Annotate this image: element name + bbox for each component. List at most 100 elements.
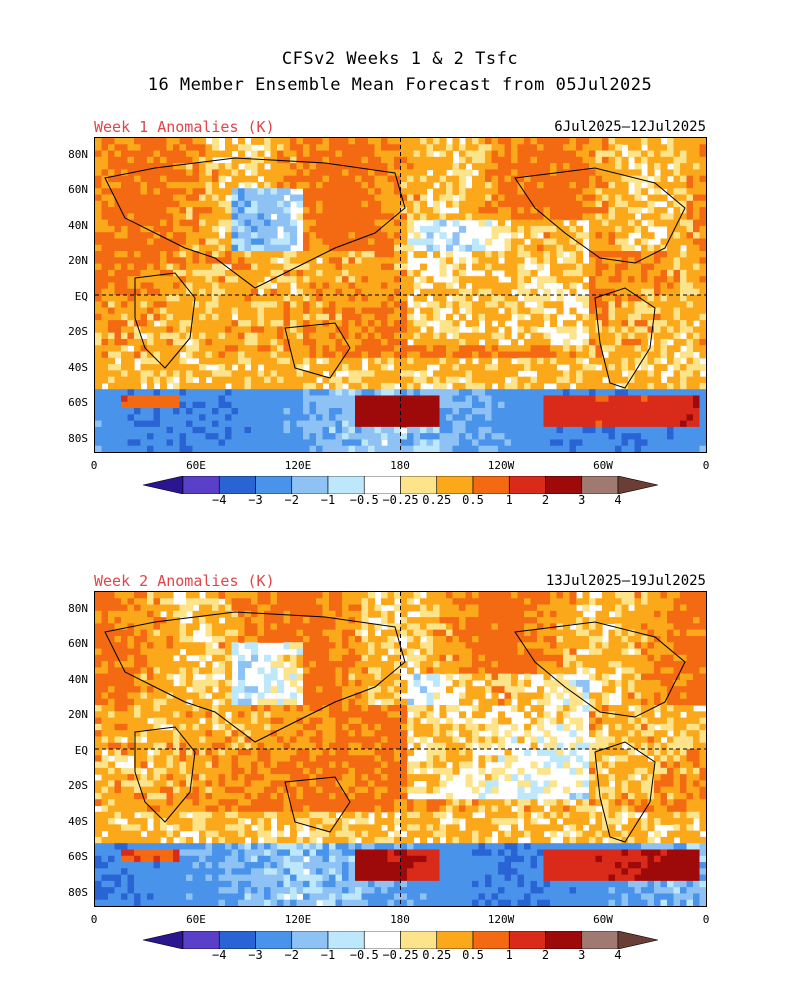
anomaly-cell [264,219,272,227]
anomaly-cell [647,623,655,631]
anomaly-cell [420,351,428,359]
anomaly-cell [595,345,603,353]
anomaly-cell [264,414,272,422]
anomaly-cell [153,623,161,631]
anomaly-cell [309,370,317,378]
anomaly-cell [634,295,642,302]
anomaly-cell [641,395,649,403]
anomaly-cell [446,282,454,290]
anomaly-cell [251,382,259,390]
anomaly-cell [465,320,473,327]
anomaly-cell [173,345,181,353]
anomaly-cell [693,395,701,403]
anomaly-cell [335,376,343,384]
anomaly-cell [472,592,480,599]
anomaly-cell [231,244,239,252]
anomaly-cell [225,376,233,384]
anomaly-cell [621,181,629,189]
anomaly-cell [485,175,493,183]
anomaly-cell [329,213,337,221]
anomaly-cell [374,225,382,233]
anomaly-cell [309,238,317,246]
anomaly-cell [303,357,311,365]
anomaly-cell [472,150,480,158]
anomaly-cell [686,604,694,612]
anomaly-cell [361,219,369,227]
anomaly-cell [615,439,623,447]
anomaly-cell [134,144,142,152]
anomaly-cell [413,169,421,177]
anomaly-cell [420,414,428,422]
anomaly-cell [277,623,285,631]
anomaly-cell [147,194,155,202]
anomaly-cell [192,169,200,177]
anomaly-cell [303,288,311,296]
anomaly-cell [127,401,135,409]
anomaly-cell [381,364,389,371]
anomaly-cell [485,269,493,277]
anomaly-cell [283,376,291,384]
anomaly-cell [361,257,369,265]
anomaly-cell [114,144,122,152]
anomaly-cell [556,238,564,246]
anomaly-cell [660,623,668,631]
anomaly-cell [179,414,187,422]
anomaly-cell [147,219,155,227]
anomaly-cell [699,257,706,265]
anomaly-cell [394,623,402,631]
anomaly-cell [628,144,636,152]
anomaly-cell [478,345,486,353]
anomaly-cell [550,395,558,403]
anomaly-cell [530,326,538,334]
anomaly-cell [576,238,584,246]
anomaly-cell [205,617,213,624]
anomaly-cell [257,163,265,170]
anomaly-cell [576,439,584,447]
anomaly-cell [621,598,629,606]
anomaly-cell [524,207,532,214]
anomaly-cell [433,244,441,252]
anomaly-cell [699,232,706,240]
anomaly-cell [238,295,246,302]
anomaly-cell [673,420,681,428]
anomaly-cell [192,263,200,271]
anomaly-cell [576,382,584,390]
anomaly-cell [413,238,421,246]
anomaly-cell [257,194,265,202]
anomaly-cell [264,169,272,177]
anomaly-cell [218,332,226,340]
anomaly-cell [108,269,116,277]
anomaly-cell [602,610,610,618]
anomaly-cell [361,225,369,233]
anomaly-cell [309,263,317,271]
anomaly-cell [563,169,571,177]
anomaly-cell [238,629,246,637]
anomaly-cell [244,351,252,359]
anomaly-cell [530,307,538,315]
anomaly-cell [517,144,525,152]
anomaly-cell [569,181,577,189]
anomaly-cell [147,313,155,321]
anomaly-cell [361,604,369,612]
anomaly-cell [348,320,356,327]
anomaly-cell [569,326,577,334]
anomaly-cell [368,408,376,415]
anomaly-cell [439,395,447,403]
anomaly-cell [329,307,337,315]
anomaly-cell [621,288,629,296]
anomaly-cell [452,301,460,309]
anomaly-cell [153,364,161,371]
anomaly-cell [270,163,278,170]
anomaly-cell [368,629,376,637]
anomaly-cell [283,225,291,233]
anomaly-cell [420,364,428,371]
anomaly-cell [199,414,207,422]
anomaly-cell [374,439,382,447]
anomaly-cell [517,320,525,327]
anomaly-cell [114,150,122,158]
anomaly-cell [589,395,597,403]
anomaly-cell [140,617,148,624]
anomaly-cell [95,598,103,606]
anomaly-cell [238,232,246,240]
anomaly-cell [491,364,499,371]
